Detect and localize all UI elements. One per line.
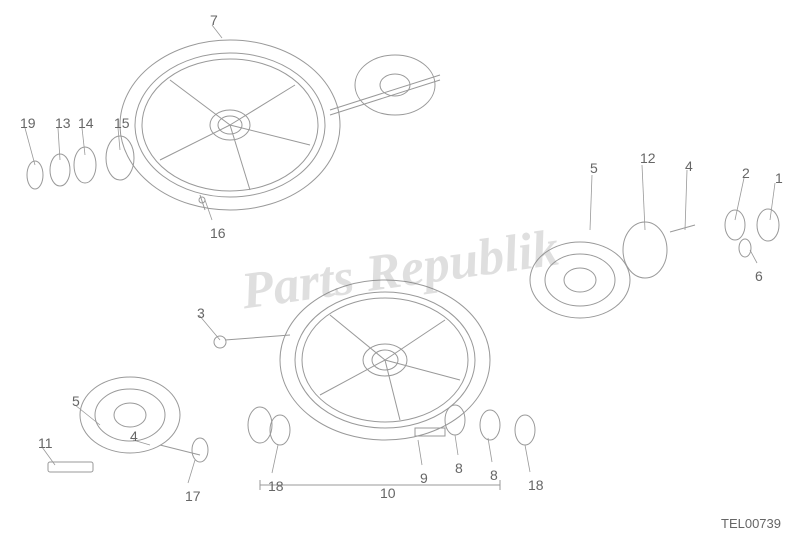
callout-6: 6: [755, 268, 763, 284]
callout-14: 14: [78, 115, 94, 131]
callout-18: 18: [268, 478, 284, 494]
callout-8b: 8: [490, 467, 498, 483]
callout-10: 10: [380, 485, 396, 501]
exploded-diagram: 1234455678891011121314151617181819 Parts…: [0, 0, 799, 539]
parts-illustration: [0, 0, 799, 539]
reference-id: TEL00739: [721, 516, 781, 531]
callout-4b: 4: [130, 428, 138, 444]
callout-3: 3: [197, 305, 205, 321]
callout-4: 4: [685, 158, 693, 174]
callout-7: 7: [210, 12, 218, 28]
callout-12: 12: [640, 150, 656, 166]
callout-18b: 18: [528, 477, 544, 493]
callout-1: 1: [775, 170, 783, 186]
callout-19: 19: [20, 115, 36, 131]
callout-5b: 5: [72, 393, 80, 409]
callout-13: 13: [55, 115, 71, 131]
callout-2: 2: [742, 165, 750, 181]
callout-17: 17: [185, 488, 201, 504]
callout-11: 11: [38, 435, 53, 451]
callout-9: 9: [420, 470, 428, 486]
callout-15: 15: [114, 115, 130, 131]
callout-8: 8: [455, 460, 463, 476]
callout-16: 16: [210, 225, 226, 241]
callout-5: 5: [590, 160, 598, 176]
